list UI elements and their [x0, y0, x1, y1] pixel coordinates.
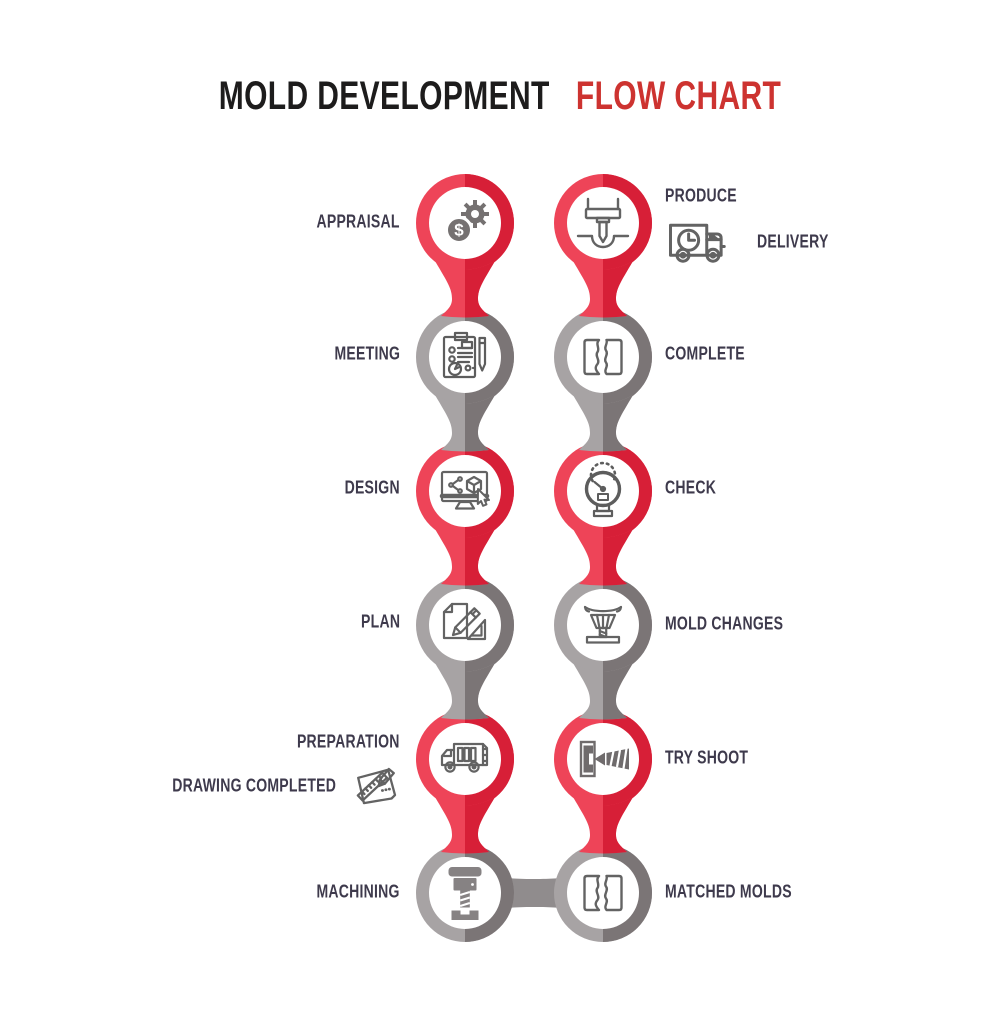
- label-machining: MACHINING: [316, 881, 400, 902]
- node-appraisal: [416, 174, 514, 272]
- title-red-part: FLOW CHART: [575, 74, 782, 118]
- label-meeting: MEETING: [334, 343, 400, 364]
- node-design: [416, 442, 514, 540]
- label-produce: PRODUCE: [665, 185, 737, 206]
- page-title: MOLD DEVELOPMENT FLOW CHART: [125, 74, 875, 119]
- label-delivery: DELIVERY: [757, 231, 829, 252]
- node-mold-changes: [554, 576, 652, 674]
- node-matched-molds: [554, 844, 652, 942]
- node-plan: [416, 576, 514, 674]
- node-meeting: [416, 308, 514, 406]
- label-try-shoot: TRY SHOOT: [665, 747, 749, 768]
- node-complete: [554, 308, 652, 406]
- node-machining: [416, 844, 514, 942]
- label-drawing-completed: DRAWING COMPLETED: [172, 775, 336, 796]
- label-preparation: PREPARATION: [297, 731, 400, 752]
- label-design: DESIGN: [344, 477, 400, 498]
- node-produce: [554, 174, 652, 272]
- label-mold-changes: MOLD CHANGES: [665, 613, 784, 634]
- label-appraisal: APPRAISAL: [316, 211, 400, 232]
- label-complete: COMPLETE: [665, 343, 745, 364]
- node-preparation: [416, 710, 514, 808]
- label-matched-molds: MATCHED MOLDS: [665, 881, 792, 902]
- node-try-shoot: [554, 710, 652, 808]
- node-check: [554, 442, 652, 540]
- label-check: CHECK: [665, 477, 717, 498]
- label-plan: PLAN: [360, 611, 400, 632]
- title-black-part: MOLD DEVELOPMENT: [218, 74, 550, 118]
